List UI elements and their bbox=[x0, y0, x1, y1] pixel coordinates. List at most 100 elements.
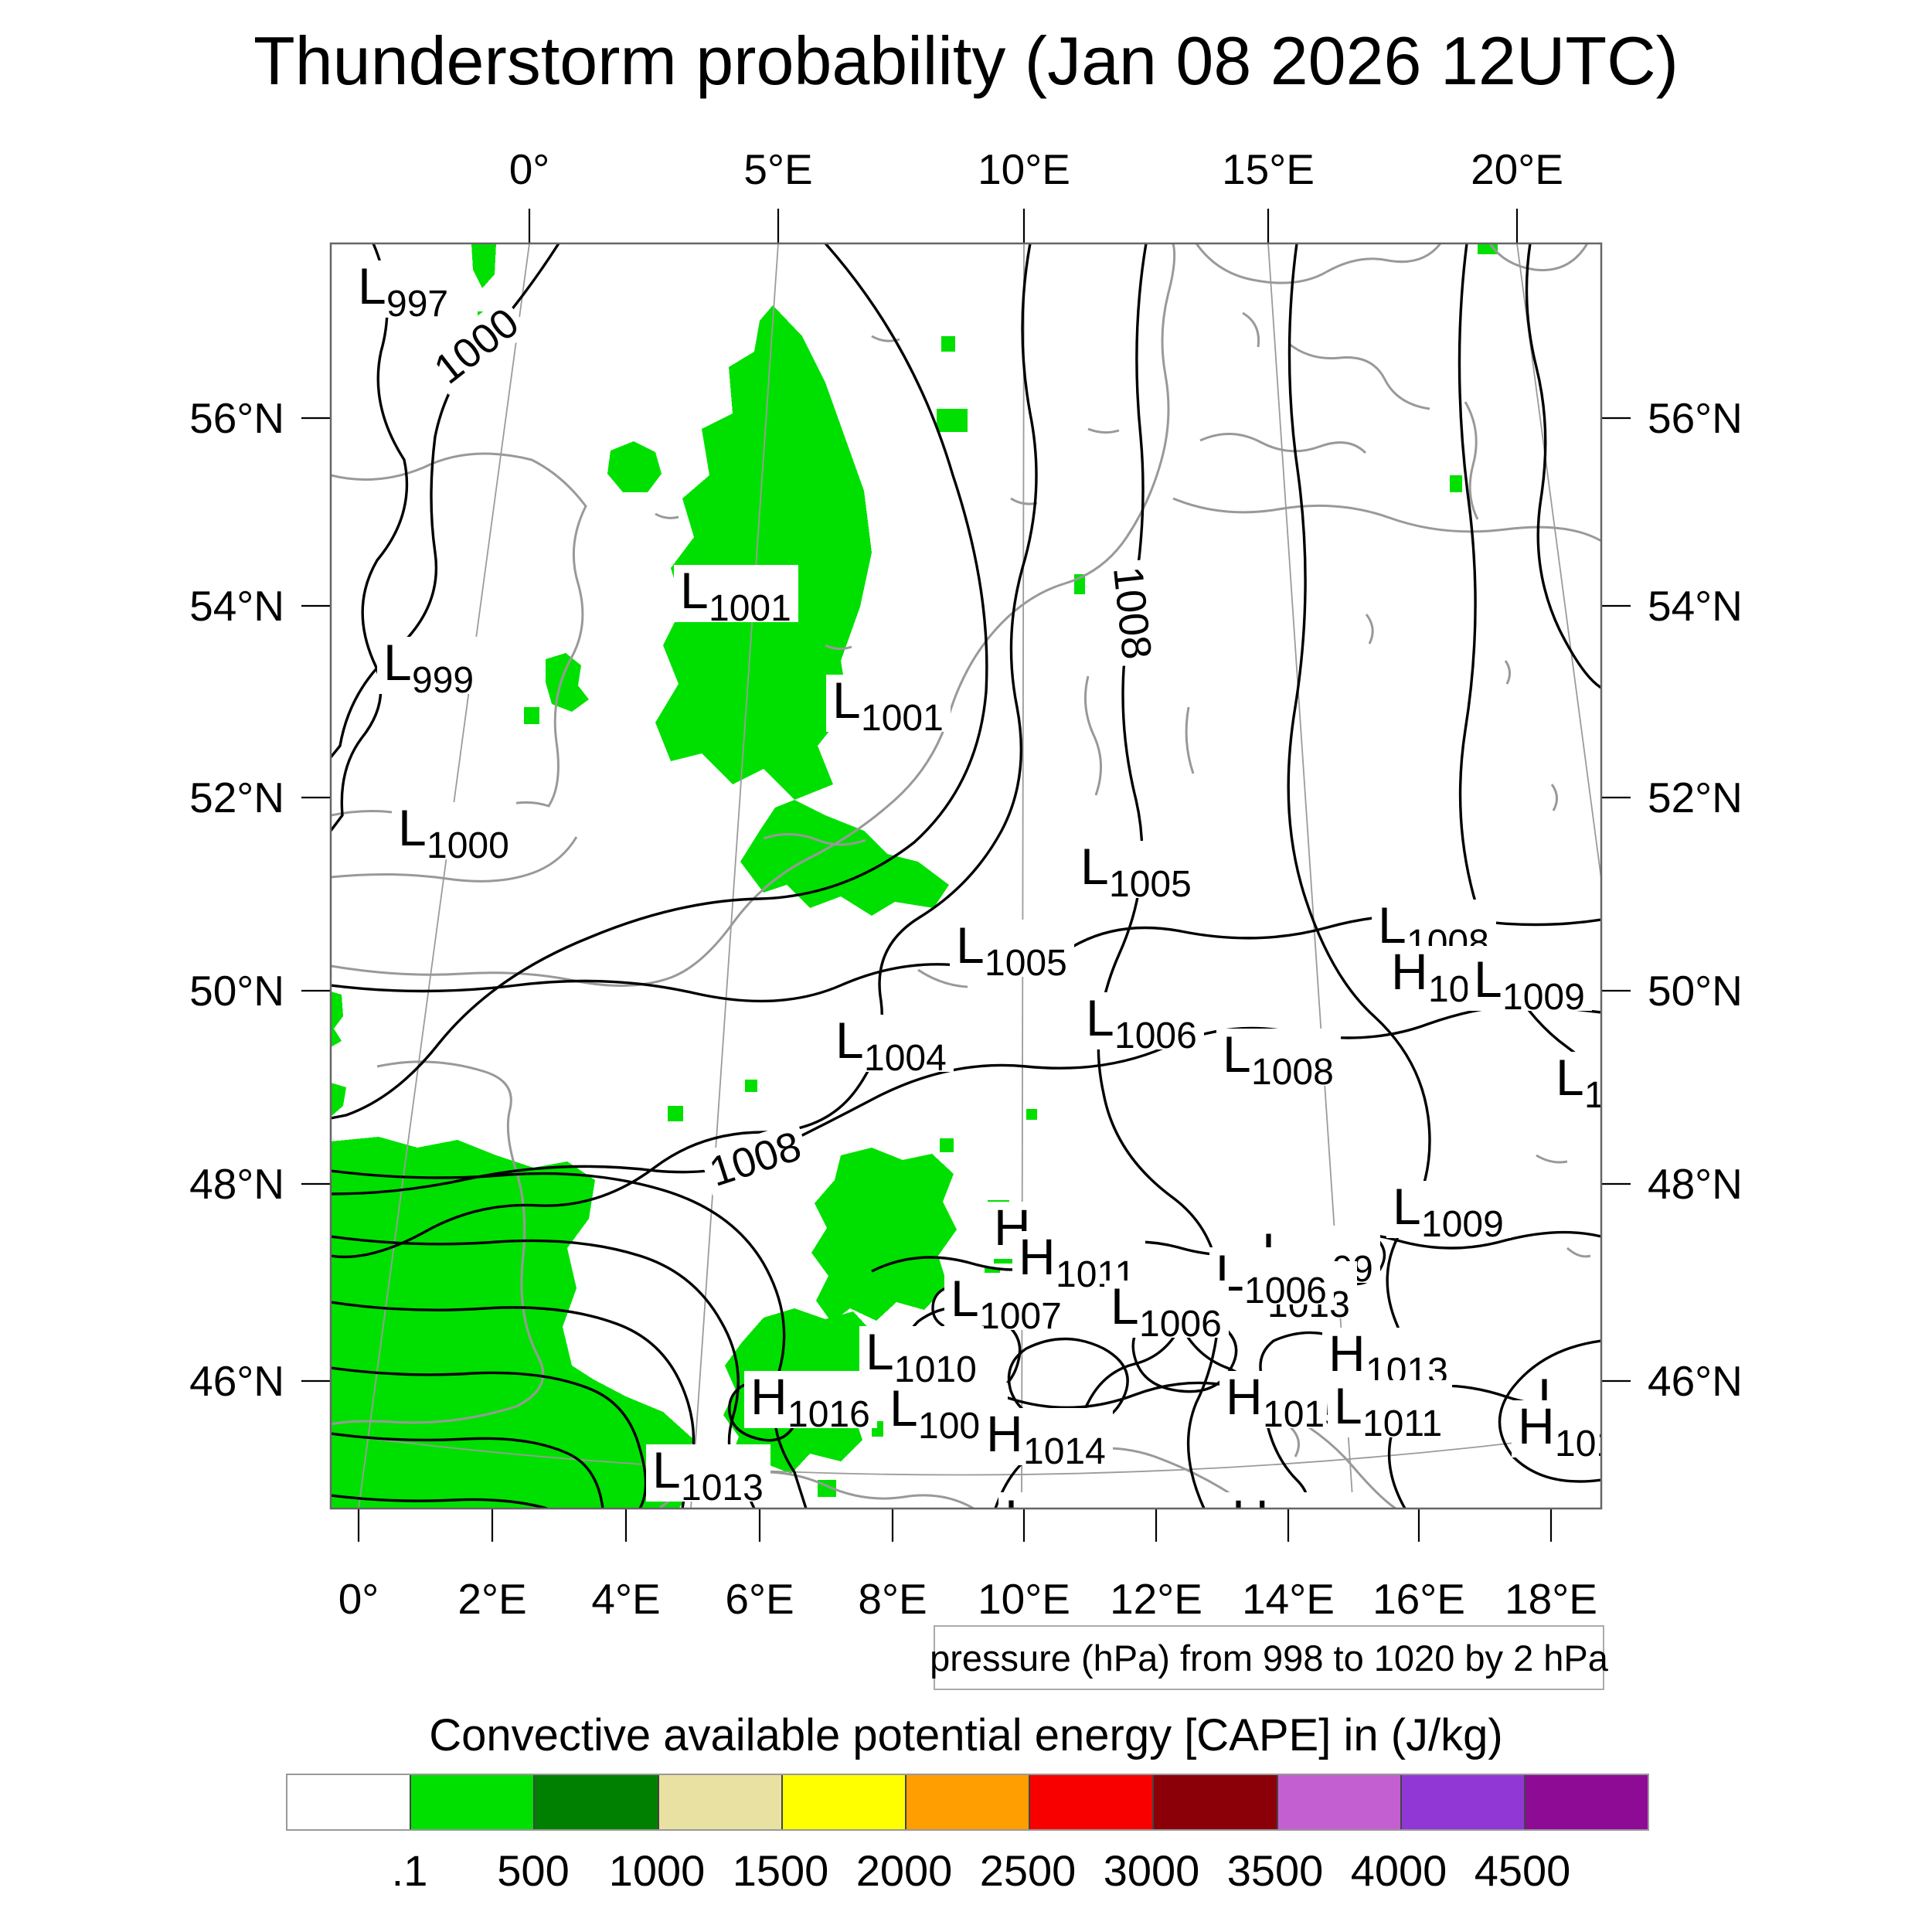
pressure-caption-text: pressure (hPa) from 998 to 1020 by 2 hPa bbox=[930, 1637, 1608, 1679]
svg-text:H: H bbox=[750, 1368, 787, 1425]
colorbar-tick-1000: 1000 bbox=[608, 1846, 706, 1895]
colorbar-tick-1500: 1500 bbox=[732, 1846, 829, 1895]
colorbar-title: Convective available potential energy [C… bbox=[429, 1710, 1503, 1760]
map-plot: 0° 5°E 10°E 15°E 20°E 0° 2°E 4°E 6°E 8°E 10°E 12°E 1… bbox=[189, 145, 1743, 1623]
contour-label-1008: 1008 bbox=[1104, 559, 1161, 667]
svg-text:L: L bbox=[1556, 1049, 1584, 1106]
svg-text:L: L bbox=[1080, 838, 1109, 895]
colorbar-cell-8 bbox=[1276, 1775, 1400, 1829]
axis-label: 16°E bbox=[1372, 1575, 1465, 1623]
axis-label: 50°N bbox=[1648, 967, 1743, 1015]
axis-label: 18°E bbox=[1505, 1575, 1597, 1623]
pressure-center-H1016: H 1016 bbox=[744, 1368, 877, 1435]
axis-label: 46°N bbox=[189, 1357, 284, 1405]
pressure-center-L1008: L 1008 bbox=[1216, 1026, 1341, 1093]
colorbar-tick-2000: 2000 bbox=[855, 1846, 953, 1895]
svg-text:L: L bbox=[1378, 896, 1406, 954]
svg-text:L: L bbox=[832, 672, 861, 729]
svg-text:L: L bbox=[866, 1323, 894, 1380]
colorbar-tick-3500: 3500 bbox=[1226, 1846, 1324, 1895]
svg-text:1015: 1015 bbox=[1269, 1515, 1352, 1556]
colorbar-tick-4000: 4000 bbox=[1350, 1846, 1447, 1895]
axis-label: 5°E bbox=[743, 145, 812, 193]
pressure-center-L1000: L 1000 bbox=[392, 799, 516, 866]
colorbar-cell-0 bbox=[287, 1775, 410, 1829]
axis-label: 10°E bbox=[978, 1575, 1070, 1623]
axis-label: 54°N bbox=[1648, 582, 1743, 630]
pressure-center-L997: L 997 bbox=[352, 257, 455, 325]
svg-text:L: L bbox=[889, 1379, 918, 1437]
pressure-center-L1006: L 1006 bbox=[1209, 1244, 1334, 1311]
cape-shaded-areas bbox=[331, 243, 1498, 1509]
axis-label: 14°E bbox=[1242, 1575, 1335, 1623]
colorbar-cell-6 bbox=[1029, 1775, 1153, 1829]
map-frame bbox=[329, 242, 1603, 1510]
colorbar-tick-500: 500 bbox=[497, 1846, 570, 1895]
svg-text:997: 997 bbox=[386, 284, 448, 325]
svg-text:L: L bbox=[358, 257, 386, 315]
axis-label: 0° bbox=[509, 145, 550, 193]
svg-text:1015: 1015 bbox=[1555, 1423, 1638, 1464]
svg-text:L: L bbox=[1393, 1178, 1421, 1235]
cape-colorbar bbox=[286, 1774, 1649, 1831]
svg-text:H: H bbox=[986, 1405, 1023, 1462]
pressure-center-H1011: H 1011 bbox=[1012, 1228, 1145, 1295]
svg-text:1005: 1005 bbox=[985, 943, 1067, 984]
colorbar-tick-3000: 3000 bbox=[1103, 1846, 1200, 1895]
colorbar-cell-3 bbox=[657, 1775, 781, 1829]
axis-label: 2°E bbox=[457, 1575, 526, 1623]
svg-text:L: L bbox=[956, 917, 985, 974]
svg-text:L: L bbox=[1474, 951, 1502, 1008]
svg-text:1008: 1008 bbox=[1251, 1052, 1334, 1093]
svg-text:1006: 1006 bbox=[1244, 1270, 1327, 1311]
svg-text:1005: 1005 bbox=[1109, 864, 1192, 905]
colorbar-cell-10 bbox=[1523, 1775, 1648, 1829]
pressure-center-L10: L 10 bbox=[1549, 1049, 1601, 1116]
axis-label: 0° bbox=[338, 1575, 379, 1623]
colorbar-tick-2500: 2500 bbox=[979, 1846, 1077, 1895]
axis-label: 4°E bbox=[591, 1575, 660, 1623]
svg-text:1014: 1014 bbox=[1023, 1431, 1106, 1472]
pressure-center-L1006: L 1006 bbox=[1104, 1277, 1229, 1345]
svg-text:1009: 1009 bbox=[1421, 1204, 1504, 1245]
svg-text:L: L bbox=[1111, 1277, 1139, 1335]
axis-label: 52°N bbox=[189, 774, 284, 821]
svg-text:999: 999 bbox=[412, 660, 474, 701]
svg-text:1004: 1004 bbox=[864, 1038, 947, 1079]
axes-layer: 0° 5°E 10°E 15°E 20°E 0° 2°E 4°E 6°E 8°E 10°E 12°E 1… bbox=[189, 145, 1743, 1623]
colorbar-cell-2 bbox=[533, 1775, 658, 1829]
svg-text:L: L bbox=[652, 1441, 681, 1498]
svg-text:L: L bbox=[1086, 989, 1114, 1046]
svg-text:1008: 1008 bbox=[1104, 564, 1160, 662]
axis-label: 50°N bbox=[189, 967, 284, 1015]
colorbar-cell-7 bbox=[1152, 1775, 1277, 1829]
axis-label: 10°E bbox=[978, 145, 1070, 193]
colorbar-cell-4 bbox=[781, 1775, 905, 1829]
svg-text:1001: 1001 bbox=[861, 698, 944, 739]
pressure-center-L1013: L 1013 bbox=[646, 1441, 770, 1509]
axis-label: 20°E bbox=[1471, 145, 1563, 193]
axis-label: 52°N bbox=[1648, 774, 1743, 821]
svg-text:1007: 1007 bbox=[979, 1296, 1062, 1337]
pressure-center-H1015: H 1015 bbox=[1226, 1489, 1359, 1556]
svg-text:1006: 1006 bbox=[1114, 1015, 1197, 1056]
svg-text:L: L bbox=[680, 562, 709, 619]
contour-label-1008: 1008 bbox=[699, 1121, 811, 1196]
pressure-center-L1001: L 1001 bbox=[826, 672, 951, 739]
figure-title: Thunderstorm probability (Jan 08 2026 12… bbox=[253, 22, 1679, 99]
svg-text:L: L bbox=[1334, 1377, 1362, 1434]
pressure-center-L1005: L 1005 bbox=[1074, 838, 1199, 905]
svg-text:H: H bbox=[1226, 1368, 1263, 1425]
axis-label: 56°N bbox=[189, 394, 284, 442]
colorbar-tick-.1: .1 bbox=[391, 1846, 428, 1895]
pressure-center-L1004: L 1004 bbox=[829, 1012, 954, 1079]
axis-label: 54°N bbox=[189, 582, 284, 630]
colorbar-cell-5 bbox=[904, 1775, 1029, 1829]
svg-text:1016: 1016 bbox=[787, 1394, 870, 1435]
colorbar-tick-4500: 4500 bbox=[1474, 1846, 1571, 1895]
svg-text:L: L bbox=[951, 1270, 979, 1327]
svg-text:H: H bbox=[1391, 943, 1428, 1000]
